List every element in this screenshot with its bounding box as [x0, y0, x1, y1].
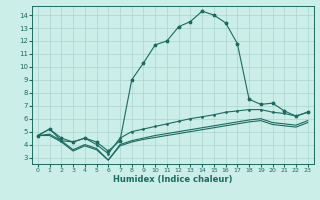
X-axis label: Humidex (Indice chaleur): Humidex (Indice chaleur): [113, 175, 233, 184]
